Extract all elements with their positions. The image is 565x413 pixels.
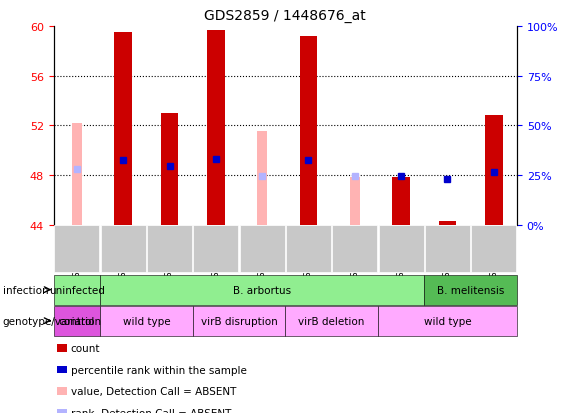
Bar xyxy=(299,37,318,225)
Bar xyxy=(72,123,82,225)
Text: virB disruption: virB disruption xyxy=(201,316,277,326)
Text: rank, Detection Call = ABSENT: rank, Detection Call = ABSENT xyxy=(71,408,231,413)
Bar xyxy=(438,221,457,225)
Text: count: count xyxy=(71,343,100,353)
Bar xyxy=(485,116,503,225)
Bar xyxy=(160,114,179,225)
Text: genotype/variation: genotype/variation xyxy=(3,316,102,326)
Bar xyxy=(114,33,132,225)
Text: wild type: wild type xyxy=(123,316,170,326)
Text: value, Detection Call = ABSENT: value, Detection Call = ABSENT xyxy=(71,386,236,396)
Text: wild type: wild type xyxy=(424,316,471,326)
Bar xyxy=(392,178,410,225)
Bar xyxy=(350,178,360,225)
Text: B. melitensis: B. melitensis xyxy=(437,285,505,295)
Bar xyxy=(257,132,267,225)
Title: GDS2859 / 1448676_at: GDS2859 / 1448676_at xyxy=(205,9,366,23)
Text: uninfected: uninfected xyxy=(49,285,105,295)
Bar xyxy=(207,31,225,225)
Text: B. arbortus: B. arbortus xyxy=(233,285,291,295)
Text: virB deletion: virB deletion xyxy=(298,316,365,326)
Text: control: control xyxy=(59,316,95,326)
Text: percentile rank within the sample: percentile rank within the sample xyxy=(71,365,246,375)
Text: infection: infection xyxy=(3,285,49,295)
